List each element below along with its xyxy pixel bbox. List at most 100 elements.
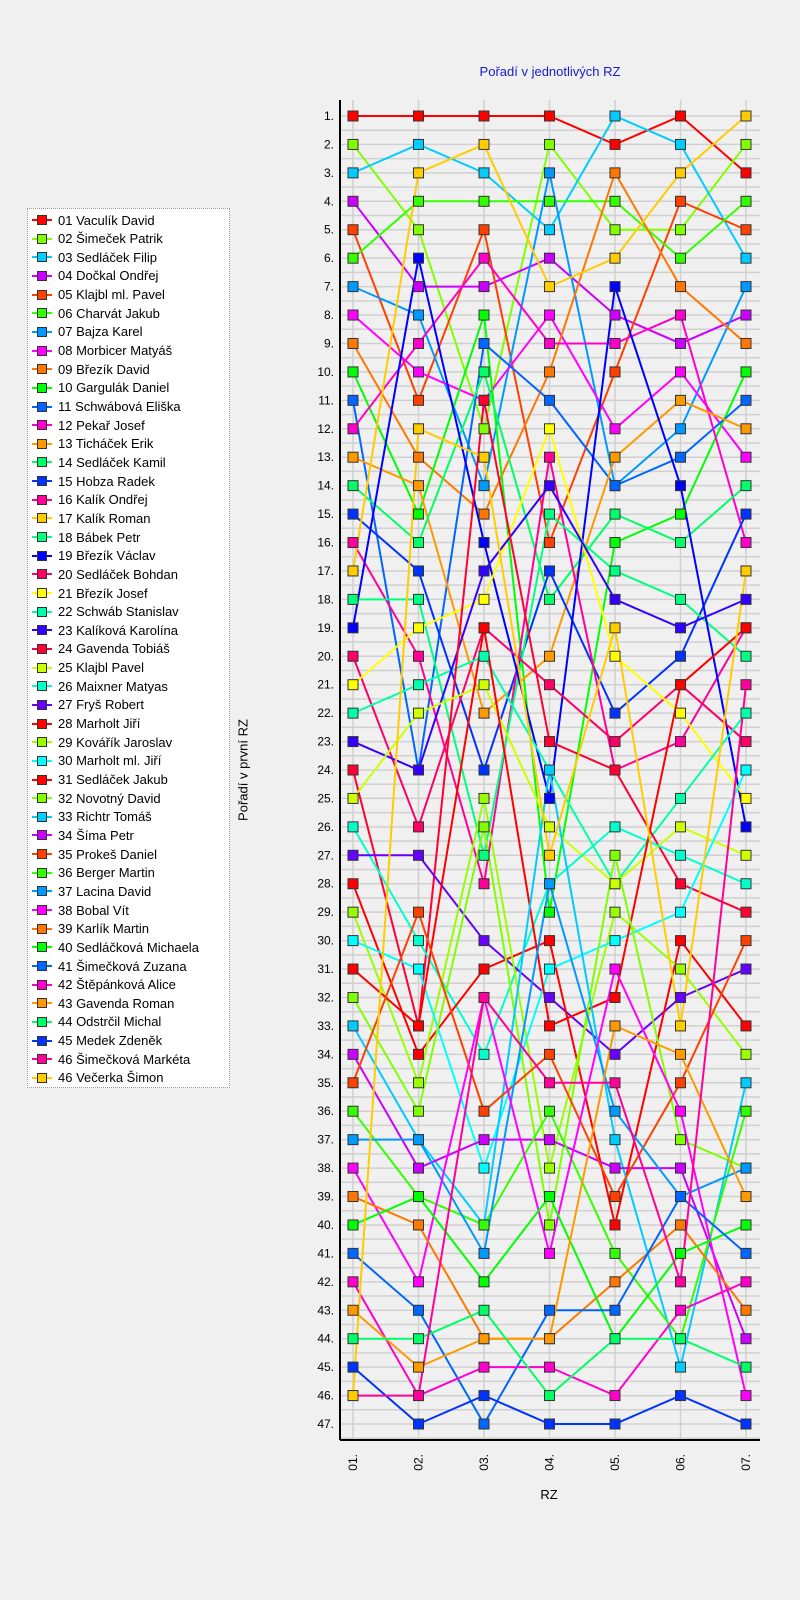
series-marker [413,593,424,605]
series-marker [675,337,686,349]
series-marker [544,991,555,1003]
series-marker [347,224,359,236]
series-marker [609,138,621,150]
series-marker [740,423,752,435]
series-marker [740,1162,752,1174]
series-marker [347,1077,359,1089]
series-marker [347,1247,359,1259]
legend-marker-icon [32,755,52,767]
x-tick-label: 04. [543,1454,557,1471]
legend-label: 01 Vaculík David [58,212,155,228]
legend-item: 38 Bobal Vít [32,901,129,919]
series-marker [347,1333,359,1345]
series-marker [740,736,752,748]
series-marker [740,480,752,492]
legend-item: 23 Kalíková Karolína [32,621,178,639]
legend-marker-icon [32,363,52,375]
y-tick-label: 41. [317,1246,334,1260]
series-marker [609,1105,621,1117]
series-marker [675,138,686,150]
series-marker [740,1020,752,1032]
series-marker [740,1418,752,1430]
series-marker [347,650,359,662]
series-marker [544,1418,555,1430]
series-marker [609,537,621,549]
series-marker [675,224,686,236]
series-marker [544,1333,555,1345]
y-tick-label: 8. [324,308,334,322]
series-marker [347,1191,359,1203]
series-marker [478,622,490,634]
series-marker [413,1361,424,1373]
series-marker [609,650,621,662]
y-tick-label: 27. [317,848,334,862]
series-marker [740,167,752,179]
legend-label: 17 Kalík Roman [58,510,151,526]
series-marker [740,1333,752,1345]
series-marker [675,1134,686,1146]
legend-label: 40 Sedláčková Michaela [58,939,199,955]
y-tick-label: 21. [317,678,334,692]
legend-label: 46 Večerka Šimon [58,1070,164,1086]
series-marker [609,1191,621,1203]
legend-item: 46 Večerka Šimon [32,1069,164,1087]
legend-item: 29 Kovářík Jaroslav [32,733,172,751]
series-marker [544,537,555,549]
series-marker [347,821,359,833]
series-marker [347,1020,359,1032]
y-tick-label: 38. [317,1161,334,1175]
series-marker [609,963,621,975]
series-marker [347,1105,359,1117]
series-marker [609,1390,621,1402]
legend-marker-icon [32,419,52,431]
series-marker [478,792,490,804]
series-marker [478,195,490,207]
legend-label: 15 Hobza Radek [58,473,155,489]
series-marker [347,138,359,150]
legend-marker-icon [32,251,52,263]
legend-marker-icon [32,1072,52,1084]
series-marker [740,366,752,378]
series-marker [675,1304,686,1316]
legend-item: 21 Březík Josef [32,584,148,602]
y-tick-label: 16. [317,536,334,550]
series-marker [413,508,424,520]
series-marker [675,1333,686,1345]
series-marker [740,821,752,833]
series-marker [609,565,621,577]
y-tick-label: 1. [324,109,334,123]
series-marker [544,1048,555,1060]
y-tick-label: 42. [317,1275,334,1289]
series-marker [413,1333,424,1345]
legend-label: 30 Marholt ml. Jiří [58,753,162,769]
legend-label: 44 Odstrčil Michal [58,1014,162,1030]
series-marker [740,849,752,861]
legend-marker-icon [32,587,52,599]
series-marker [609,849,621,861]
series-marker [413,565,424,577]
series-marker [544,1219,555,1231]
series-marker [347,935,359,947]
series-marker [740,764,752,776]
series-marker [609,935,621,947]
legend-item: 16 Kalík Ondřej [32,491,148,509]
series-marker [478,224,490,236]
series-marker [609,736,621,748]
series-marker [347,991,359,1003]
legend-marker-icon [32,997,52,1009]
legend-label: 34 Šíma Petr [58,827,134,843]
legend-marker-icon [32,811,52,823]
x-tick-label: 05. [608,1454,622,1471]
series-marker [740,792,752,804]
series-marker [609,1219,621,1231]
legend-label: 32 Novotný David [58,790,161,806]
legend-item: 25 Klajbl Pavel [32,659,144,677]
series-marker [413,1276,424,1288]
series-marker [740,593,752,605]
series-marker [347,1162,359,1174]
series-marker [413,1020,424,1032]
series-marker [347,1361,359,1373]
series-marker [347,451,359,463]
legend-marker-icon [32,941,52,953]
series-marker [544,337,555,349]
